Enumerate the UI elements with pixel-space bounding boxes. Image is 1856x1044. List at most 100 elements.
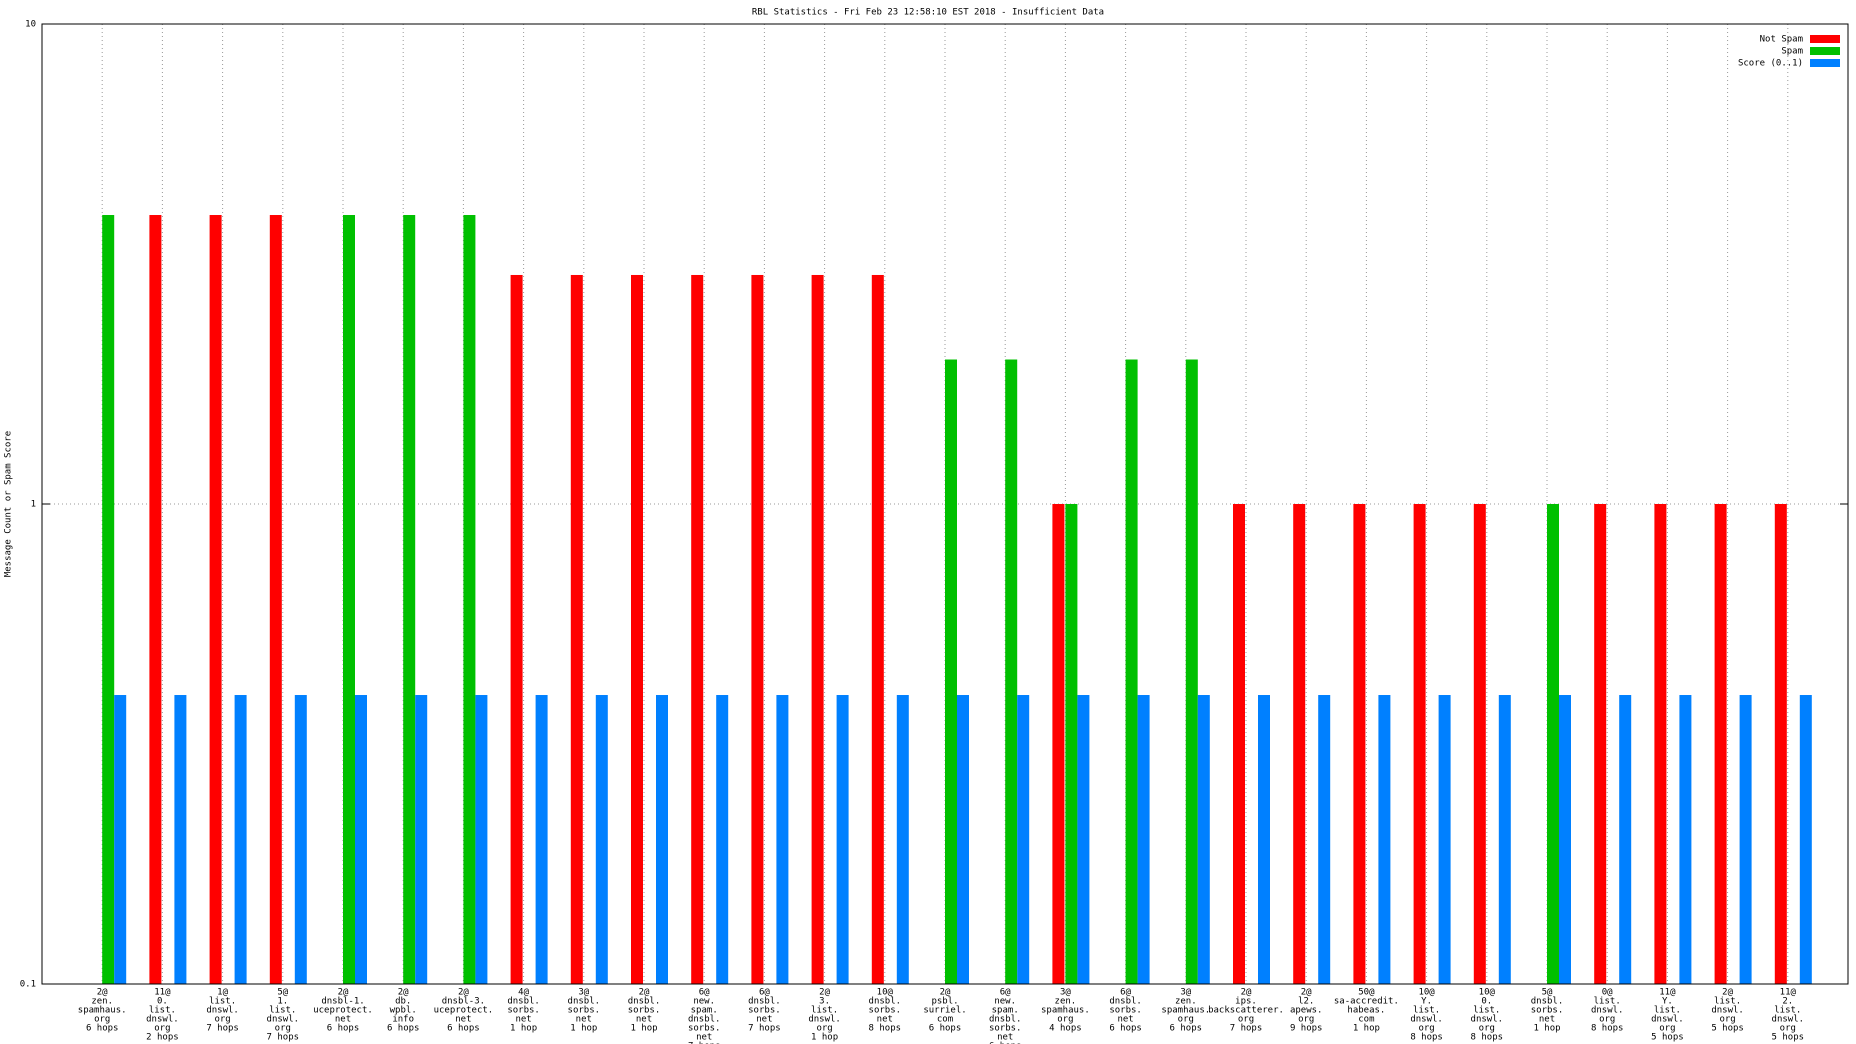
x-tick-label: 6 hops (1170, 1024, 1203, 1034)
x-tick-label: net (1539, 1015, 1555, 1025)
x-tick-label: org (275, 1024, 291, 1034)
bar (570, 274, 583, 984)
x-tick-label: net (636, 1015, 652, 1025)
x-tick-label: spamhaus. (78, 1006, 127, 1016)
x-tick-label: db. (395, 997, 411, 1007)
x-tick-label: 2@ (639, 988, 650, 998)
x-tick-label: habeas. (1347, 1006, 1385, 1016)
bar (174, 695, 187, 984)
bar (896, 695, 909, 984)
x-tick-label: dnsbl-3. (442, 997, 485, 1007)
x-tick-label: wpbl. (390, 1006, 417, 1016)
x-tick-label: 2@ (458, 988, 469, 998)
bar (1413, 504, 1426, 984)
x-tick-label: net (877, 1015, 893, 1025)
x-tick-label: 1 hop (630, 1024, 657, 1034)
x-tick-label: surriel. (923, 1006, 966, 1016)
x-tick-label: org (1057, 1015, 1073, 1025)
x-tick-label: 1 hop (1533, 1024, 1560, 1034)
x-tick-label: dnsbl. (989, 1015, 1022, 1025)
bar (269, 215, 282, 984)
x-tick-label: org (1418, 1024, 1434, 1034)
legend-label: Spam (1781, 47, 1803, 57)
x-tick-label: spam. (691, 1006, 718, 1016)
legend-label: Score (0..1) (1738, 59, 1803, 69)
bar (1258, 695, 1270, 984)
x-tick-label: org (1599, 1015, 1615, 1025)
x-tick-label: dnsbl. (507, 997, 540, 1007)
bar (1547, 504, 1559, 984)
x-tick-label: net (455, 1015, 471, 1025)
x-tick-label: org (1780, 1024, 1796, 1034)
x-tick-label: Y. (1662, 997, 1673, 1007)
x-tick-label: dnsbl. (568, 997, 601, 1007)
x-tick-label: zen. (1175, 997, 1197, 1007)
bar (343, 215, 355, 984)
x-tick-label: net (1117, 1015, 1133, 1025)
x-tick-label: list. (1413, 1006, 1440, 1016)
x-tick-label: spam. (992, 1006, 1019, 1016)
y-tick-label: 10 (25, 20, 36, 30)
x-tick-label: spamhaus. (1161, 1006, 1210, 1016)
bar (475, 695, 488, 984)
x-tick-label: dnswl. (1591, 1006, 1624, 1016)
legend-swatch (1810, 59, 1840, 67)
bar (415, 695, 428, 984)
bar (1233, 504, 1245, 984)
bar (1065, 504, 1078, 984)
bar (1318, 695, 1331, 984)
x-tick-label: sa-accredit. (1334, 997, 1399, 1007)
y-tick-label: 1 (31, 500, 36, 510)
x-tick-label: 7 hops (1230, 1024, 1263, 1034)
bar (1473, 504, 1486, 984)
x-tick-label: net (997, 1033, 1013, 1043)
x-tick-label: apews. (1290, 1006, 1323, 1016)
bar (1185, 359, 1198, 984)
bar (1077, 695, 1090, 984)
bar (1739, 695, 1752, 984)
bar (957, 695, 969, 984)
legend-swatch (1810, 35, 1840, 43)
x-tick-label: org (1719, 1015, 1735, 1025)
x-tick-label: 2@ (1301, 988, 1312, 998)
x-tick-label: 6 hops (447, 1024, 480, 1034)
bar (1438, 695, 1451, 984)
x-tick-label: net (576, 1015, 592, 1025)
x-tick-label: 1 hop (1353, 1024, 1380, 1034)
legend-swatch (1810, 47, 1840, 55)
x-tick-label: 5 hops (1772, 1033, 1805, 1043)
bar (510, 274, 523, 984)
plot-frame (41, 23, 1849, 985)
x-tick-label: com (937, 1015, 953, 1025)
x-tick-label: 3. (819, 997, 830, 1007)
x-tick-label: dnsbl. (748, 997, 781, 1007)
x-tick-label: 2@ (1722, 988, 1733, 998)
x-tick-label: dnsbl. (628, 997, 661, 1007)
x-tick-label: dnsbl. (1531, 997, 1564, 1007)
bar (1714, 504, 1727, 984)
bar (1353, 504, 1366, 984)
chart-title: RBL Statistics - Fri Feb 23 12:58:10 EST… (752, 8, 1104, 18)
bar (209, 215, 222, 984)
bar (1005, 359, 1018, 984)
bar (1293, 504, 1306, 984)
bar (463, 215, 476, 984)
x-tick-label: org (1178, 1015, 1194, 1025)
bar (656, 695, 668, 984)
legend-label: Not Spam (1760, 35, 1803, 45)
x-tick-label: 8 hops (1471, 1033, 1504, 1043)
x-tick-label: spamhaus. (1041, 1006, 1090, 1016)
bar (1774, 504, 1787, 984)
x-tick-label: org (1238, 1015, 1254, 1025)
x-tick-label: 0. (1481, 997, 1492, 1007)
x-tick-label: dnsbl. (1109, 997, 1142, 1007)
bar (1498, 695, 1511, 984)
bar (871, 274, 884, 984)
x-tick-label: 2@ (398, 988, 409, 998)
x-tick-label: 3@ (1180, 988, 1191, 998)
x-tick-label: 4 hops (1049, 1024, 1082, 1034)
x-tick-label: sorbs. (628, 1006, 661, 1016)
x-tick-label: net (515, 1015, 531, 1025)
x-tick-label: 2@ (97, 988, 108, 998)
